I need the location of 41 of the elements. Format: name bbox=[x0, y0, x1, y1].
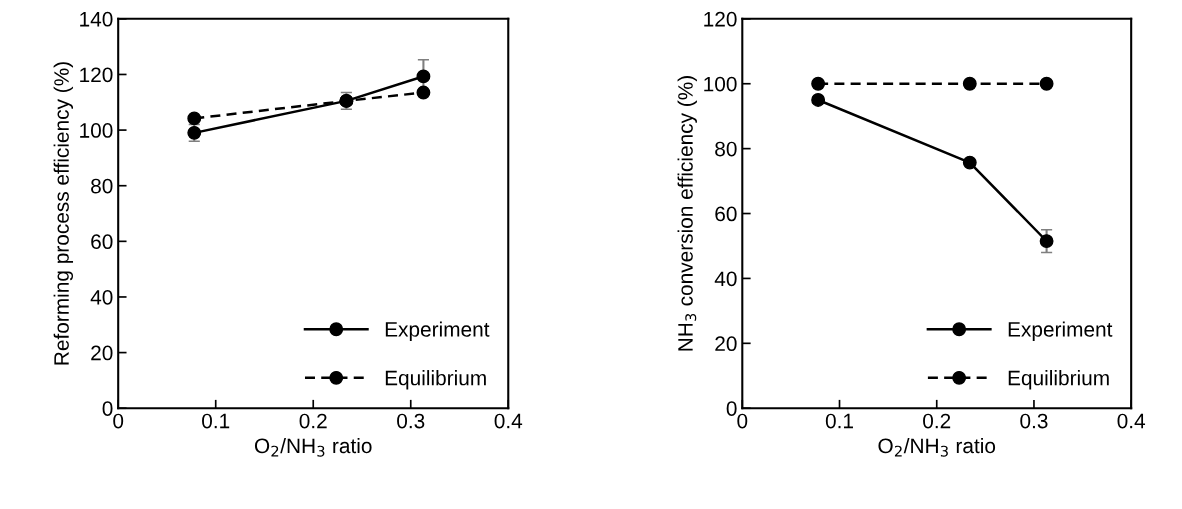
x-tick-label: 0.2 bbox=[923, 413, 951, 429]
point bbox=[811, 76, 826, 91]
legend-label: Experiment bbox=[1008, 321, 1113, 341]
x-tick-label: 0 bbox=[113, 413, 124, 429]
y-tick-label: 80 bbox=[715, 141, 737, 157]
point bbox=[416, 85, 431, 100]
y-tick-label: 0 bbox=[102, 401, 113, 416]
x-tick-label: 0.2 bbox=[299, 413, 327, 429]
y-tick-label: 80 bbox=[91, 178, 113, 194]
x-tick-label: 0.4 bbox=[1117, 413, 1146, 429]
point bbox=[962, 76, 977, 91]
point bbox=[1039, 76, 1054, 91]
point bbox=[187, 111, 202, 126]
x-tick-label: 0.3 bbox=[1020, 413, 1048, 429]
y-tick-label: 40 bbox=[90, 289, 113, 305]
x-tick-label: 0.1 bbox=[202, 413, 230, 429]
x-tick-label: 0 bbox=[737, 413, 748, 429]
y-axis-title: NH$_{3}$ conversion efficiency (%) bbox=[677, 76, 697, 351]
y-tick-label: 100 bbox=[80, 123, 113, 138]
x-axis-title: O$_{2}$/NH$_{3}$ ratio bbox=[878, 437, 996, 457]
y-tick-label: 40 bbox=[714, 271, 737, 287]
x-tick-label: 0.4 bbox=[494, 413, 523, 429]
x-tick-label: 0.1 bbox=[825, 413, 853, 429]
x-tick-label: 0.3 bbox=[397, 413, 425, 429]
y-tick-label: 120 bbox=[704, 11, 737, 27]
legend-label: Experiment bbox=[385, 321, 490, 341]
x-axis-title: O$_{2}$/NH$_{3}$ ratio bbox=[254, 437, 372, 457]
y-tick-label: 20 bbox=[91, 345, 113, 361]
legend-label: Equilibrium bbox=[385, 370, 486, 390]
y-tick-label: 100 bbox=[704, 76, 737, 92]
point bbox=[811, 93, 826, 107]
y-axis-title: Reforming process efficiency (%) bbox=[53, 62, 74, 365]
y-tick-label: 140 bbox=[80, 11, 113, 27]
y-tick-label: 60 bbox=[715, 206, 737, 222]
y-tick-label: 0 bbox=[726, 401, 737, 416]
legend-label: Equilibrium bbox=[1008, 370, 1109, 390]
y-tick-label: 60 bbox=[91, 234, 113, 250]
point bbox=[1039, 234, 1054, 249]
y-tick-label: 120 bbox=[80, 67, 113, 83]
y-tick-label: 20 bbox=[715, 336, 737, 352]
point bbox=[416, 69, 431, 84]
